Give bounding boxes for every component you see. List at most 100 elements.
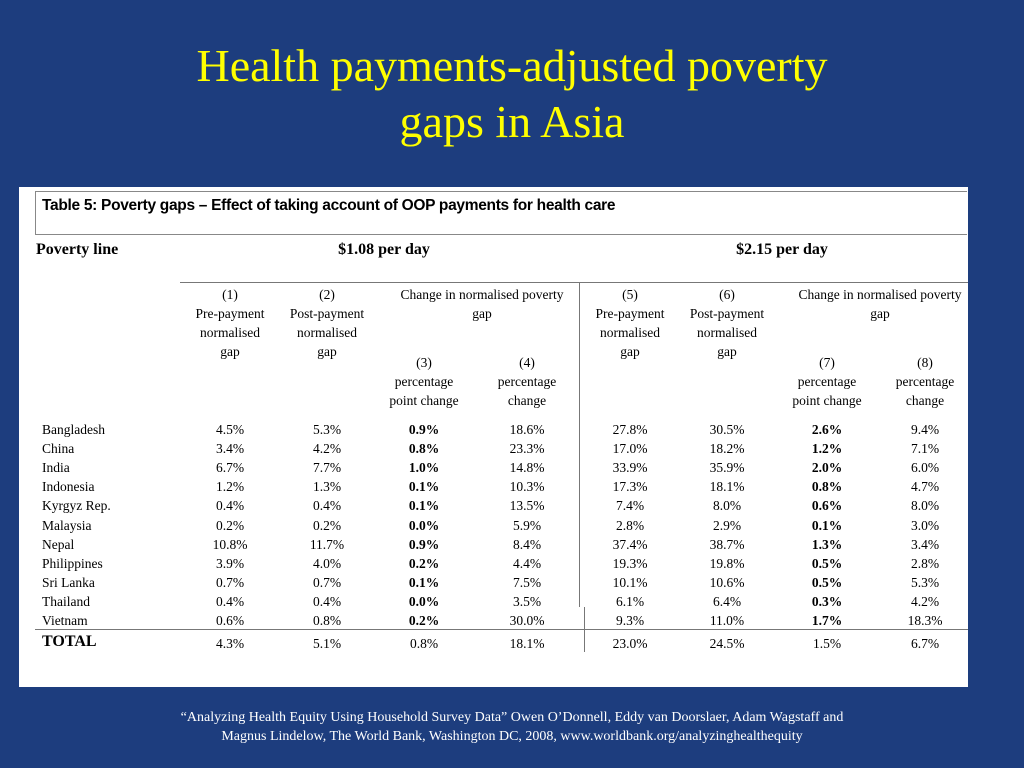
- cell-col6: 10.6%: [709, 574, 745, 590]
- change-header-1-line: gap: [472, 306, 492, 321]
- cell-col5: 19.3%: [612, 555, 648, 571]
- cell-col3: 0.0%: [408, 517, 440, 533]
- col-header-7-line: point change: [792, 393, 862, 408]
- cell-col1: 0.4%: [215, 593, 245, 609]
- cell-col1: 4.5%: [215, 422, 245, 437]
- cell-col6: 18.1%: [709, 479, 745, 495]
- cell-col7: 2.6%: [811, 422, 843, 437]
- col-header-6: (6) Post-payment normalised gap: [679, 285, 775, 361]
- col-header-6-line: normalised: [697, 325, 757, 340]
- cell-col2: 7.7%: [312, 460, 342, 476]
- cell-col3: 0.8%: [408, 441, 440, 457]
- col-header-7-line: percentage: [797, 374, 857, 389]
- change-header-1: Change in normalised poverty gap: [382, 285, 582, 323]
- cell-col5: 37.4%: [612, 536, 648, 552]
- cell-col1: 0.4%: [215, 498, 245, 514]
- col-header-2-line: Post-payment: [289, 306, 365, 321]
- cell-col2: 11.7%: [309, 536, 345, 552]
- cell-col7: 0.1%: [811, 517, 843, 533]
- total-rule: [35, 629, 968, 630]
- cell-col4: 23.3%: [509, 441, 545, 457]
- cell-col4: 18.6%: [509, 422, 545, 437]
- col-header-5: (5) Pre-payment normalised gap: [582, 285, 678, 361]
- col-header-2-line: normalised: [297, 325, 357, 340]
- col-header-2: (2) Post-payment normalised gap: [279, 285, 375, 361]
- country-name: TOTAL: [42, 633, 97, 650]
- cell-col5: 9.3%: [615, 613, 645, 628]
- cell-col5: 17.3%: [612, 479, 648, 495]
- cell-col5: 2.8%: [615, 517, 645, 533]
- group-divider-top: [579, 282, 580, 607]
- cell-col6: 30.5%: [709, 422, 745, 437]
- cell-col3: 0.8%: [409, 636, 439, 651]
- cell-col7: 1.7%: [811, 613, 843, 628]
- cell-col3: 0.1%: [408, 498, 440, 514]
- country-name: Indonesia: [42, 479, 95, 495]
- cell-col7: 0.8%: [811, 479, 843, 495]
- cell-col4: 7.5%: [512, 574, 542, 590]
- cell-col2: 0.8%: [312, 613, 342, 628]
- col-header-1: (1) Pre-payment normalised gap: [182, 285, 278, 361]
- cell-col3: 0.1%: [408, 479, 440, 495]
- cell-col4: 4.4%: [512, 555, 542, 571]
- col-header-2-line: gap: [317, 344, 337, 359]
- cell-col6: 35.9%: [709, 460, 745, 476]
- cell-col6: 8.0%: [712, 498, 742, 514]
- cell-col6: 2.9%: [712, 517, 742, 533]
- cell-col2: 5.1%: [312, 636, 342, 651]
- col-header-3-line: (3): [416, 355, 432, 370]
- cell-col8: 3.4%: [910, 536, 940, 552]
- cell-col5: 27.8%: [612, 422, 648, 437]
- cell-col5: 23.0%: [612, 636, 648, 651]
- country-name: Philippines: [42, 555, 103, 571]
- cell-col1: 10.8%: [212, 536, 248, 552]
- col-header-5-line: normalised: [600, 325, 660, 340]
- cell-col2: 0.4%: [312, 498, 342, 514]
- cell-col3: 0.9%: [408, 422, 440, 437]
- col-header-4-line: change: [507, 393, 547, 408]
- country-name: Sri Lanka: [42, 574, 95, 590]
- col-header-6-line: gap: [717, 344, 737, 359]
- cell-col2: 0.2%: [312, 517, 342, 533]
- country-name: Bangladesh: [42, 422, 105, 437]
- cell-col5: 33.9%: [612, 460, 648, 476]
- cell-col2: 0.7%: [312, 574, 342, 590]
- cell-col7: 0.5%: [811, 574, 843, 590]
- col-header-8-line: (8): [917, 355, 933, 370]
- cell-col4: 18.1%: [509, 636, 545, 651]
- change-header-2: Change in normalised poverty gap: [780, 285, 980, 323]
- col-header-3-line: point change: [389, 393, 459, 408]
- cell-col1: 0.6%: [215, 613, 245, 628]
- col-header-2-line: (2): [319, 287, 335, 302]
- cell-col4: 30.0%: [509, 613, 545, 628]
- cell-col7: 2.0%: [811, 460, 843, 476]
- col-header-4-line: (4): [519, 355, 535, 370]
- cell-col2: 1.3%: [312, 479, 342, 495]
- cell-col7: 0.6%: [811, 498, 843, 514]
- col-header-1-line: normalised: [200, 325, 260, 340]
- cell-col4: 8.4%: [512, 536, 542, 552]
- cell-col8: 6.7%: [910, 636, 940, 651]
- group-header-1: $1.08 per day: [338, 241, 430, 258]
- table-panel: Table 5: Poverty gaps – Effect of taking…: [19, 187, 968, 687]
- poverty-line-label: Poverty line: [36, 241, 119, 258]
- col-header-1-line: (1): [222, 287, 238, 302]
- col-header-8-line: percentage: [895, 374, 955, 389]
- table-caption: Table 5: Poverty gaps – Effect of taking…: [35, 191, 967, 235]
- slide-title-line2: gaps in Asia: [399, 96, 625, 147]
- cell-col8: 4.7%: [910, 479, 940, 495]
- col-header-4-line: percentage: [497, 374, 557, 389]
- cell-col1: 4.3%: [215, 636, 245, 651]
- cell-col4: 10.3%: [509, 479, 545, 495]
- change-header-1-line: Change in normalised poverty: [400, 287, 564, 302]
- cell-col1: 0.2%: [215, 517, 245, 533]
- cell-col8: 9.4%: [910, 422, 940, 437]
- cell-col3: 0.0%: [408, 593, 440, 609]
- cell-col8: 5.3%: [910, 574, 940, 590]
- cell-col1: 3.9%: [215, 555, 245, 571]
- cell-col2: 4.0%: [312, 555, 342, 571]
- group-header-2: $2.15 per day: [736, 241, 828, 258]
- cell-col8: 18.3%: [907, 613, 943, 628]
- col-header-4: (4) percentage change: [479, 353, 575, 410]
- country-name: Vietnam: [42, 613, 88, 628]
